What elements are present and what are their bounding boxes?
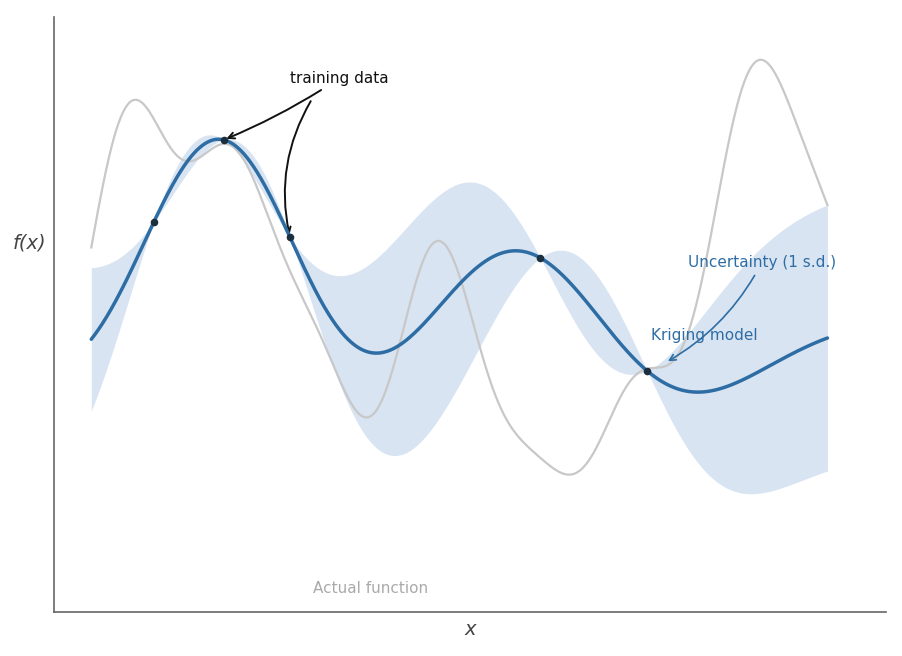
Point [640, 365, 654, 376]
Text: Kriging model: Kriging model [650, 328, 757, 343]
Point [532, 253, 547, 263]
Y-axis label: f(x): f(x) [13, 234, 46, 253]
Text: Actual function: Actual function [313, 581, 428, 596]
Text: training data: training data [228, 71, 388, 138]
Point [216, 134, 231, 145]
Point [282, 232, 297, 243]
Point [146, 216, 161, 227]
X-axis label: x: x [465, 621, 475, 640]
Text: Uncertainty (1 s.d.): Uncertainty (1 s.d.) [668, 255, 834, 360]
